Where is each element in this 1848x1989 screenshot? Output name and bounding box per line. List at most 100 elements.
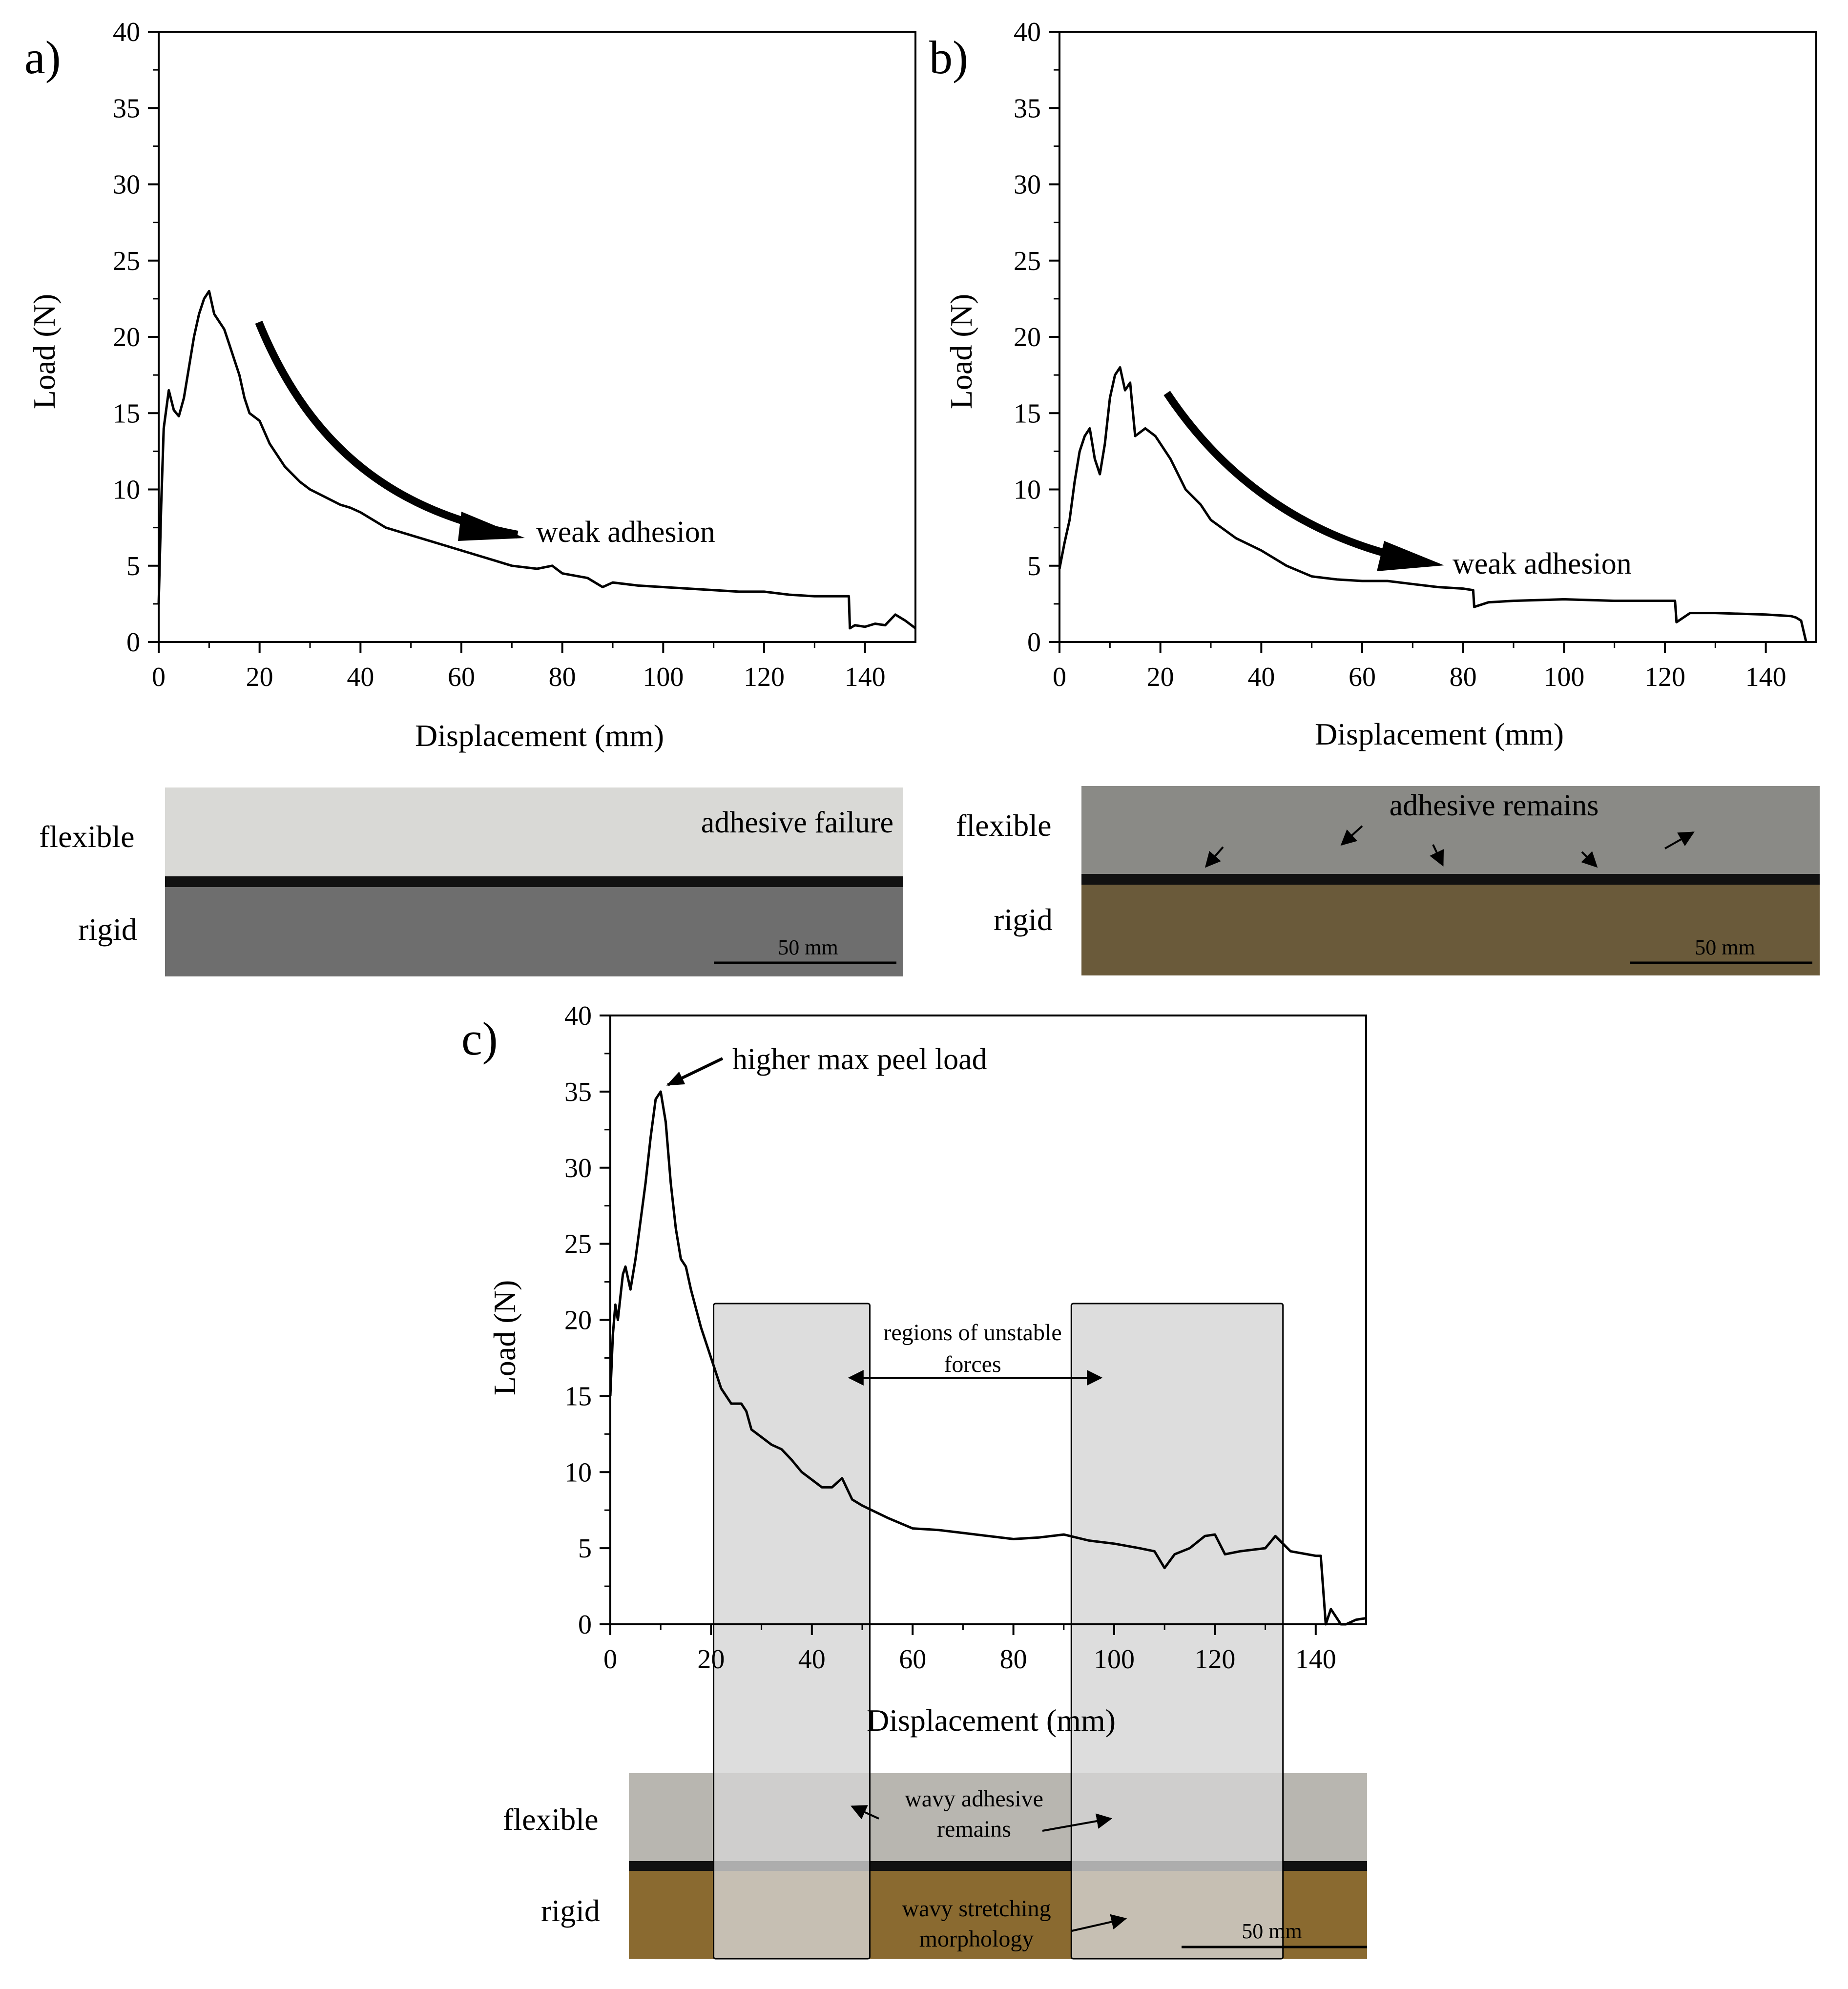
y-tick-label-b: 15 xyxy=(1014,398,1041,429)
y-tick-label-c: 35 xyxy=(564,1077,592,1107)
y-tick-label-a: 10 xyxy=(113,475,140,505)
annotation-regions-line-2: forces xyxy=(944,1351,1001,1377)
y-tick-label-a: 15 xyxy=(113,398,140,429)
trend-arrowhead-b xyxy=(1377,541,1444,571)
y-axis-title-b: Load (N) xyxy=(944,294,978,409)
x-tick-label-b: 20 xyxy=(1147,662,1174,692)
trend-arrow-b xyxy=(1163,391,1422,565)
y-tick-label-c: 30 xyxy=(564,1153,592,1183)
strip-c-rigid-label: rigid xyxy=(541,1893,600,1928)
y-tick-label-a: 30 xyxy=(113,170,140,200)
x-tick-label-a: 120 xyxy=(744,662,785,692)
x-tick-label-c: 100 xyxy=(1094,1644,1135,1675)
strip-c-note-1-line-2: remains xyxy=(937,1816,1011,1842)
y-tick-label-c: 20 xyxy=(564,1305,592,1336)
strip-a-note: adhesive failure xyxy=(701,806,893,839)
plot-b: 0 20 40 60 80 100 120 140 0 5 10 15 20 25 30 35 40 xyxy=(1014,17,1817,692)
panel-a: a) 0 20 40 60 80 100 120 140 0 5 10 15 20 25 30 35 40 Di… xyxy=(24,17,916,976)
plot-a: 0 20 40 60 80 100 120 140 0 5 10 15 20 25 30 35 40 xyxy=(113,17,916,692)
strip-c-pointer-3 xyxy=(1071,1914,1127,1932)
x-tick-label-a: 40 xyxy=(347,662,374,692)
x-tick-label-c: 20 xyxy=(697,1644,725,1675)
x-tick-label-c: 0 xyxy=(603,1644,617,1675)
x-tick-label-b: 140 xyxy=(1745,662,1786,692)
x-tick-label-c: 40 xyxy=(798,1644,826,1675)
y-tick-label-b: 40 xyxy=(1014,17,1041,47)
y-tick-label-c: 40 xyxy=(564,1001,592,1031)
plot-frame-b xyxy=(1059,31,1817,643)
shaded-region-2 xyxy=(1070,1303,1284,1960)
y-tick-label-a: 0 xyxy=(126,627,140,658)
x-axis-title-c: Displacement (mm) xyxy=(867,1703,1116,1738)
peak-pointer-arrow xyxy=(666,1057,724,1086)
x-tick-label-a: 100 xyxy=(643,662,684,692)
y-tick-label-b: 35 xyxy=(1014,93,1041,124)
x-tick-label-a: 140 xyxy=(845,662,886,692)
series-line-c xyxy=(609,1090,1367,1626)
strip-a-separator xyxy=(165,876,903,887)
strip-c-scale-label: 50 mm xyxy=(1242,1919,1302,1943)
x-axis-title-b: Displacement (mm) xyxy=(1315,717,1564,751)
y-tick-label-b: 20 xyxy=(1014,322,1041,352)
strip-b-pointer-arrows xyxy=(1204,825,1695,868)
y-tick-label-c: 10 xyxy=(564,1457,592,1488)
y-axis-title-a: Load (N) xyxy=(27,294,62,409)
strip-a-flexible-label: flexible xyxy=(39,819,134,854)
trend-arrow-a xyxy=(255,320,519,539)
y-tick-label-a: 35 xyxy=(113,93,140,124)
series-line-b xyxy=(1058,366,1807,642)
x-tick-label-a: 80 xyxy=(549,662,576,692)
strip-c-note-2-line-2: morphology xyxy=(919,1926,1034,1952)
x-tick-label-a: 60 xyxy=(448,662,475,692)
strip-a-flexible xyxy=(165,787,903,876)
strip-c-note-2-line-1: wavy stretching xyxy=(902,1896,1051,1922)
x-tick-label-a: 20 xyxy=(246,662,273,692)
trend-arrowhead-a xyxy=(458,512,525,541)
panel-c: c) 0 20 40 60 80 100 120 140 0 5 10 15 20 25 30 35 40 Di… xyxy=(461,1001,1367,1960)
x-tick-label-c: 80 xyxy=(1000,1644,1027,1675)
y-tick-label-c: 5 xyxy=(578,1533,592,1564)
y-tick-label-c: 25 xyxy=(564,1229,592,1260)
x-tick-label-c: 140 xyxy=(1295,1644,1336,1675)
annotation-regions-line-1: regions of unstable xyxy=(883,1320,1061,1346)
plot-c: 0 20 40 60 80 100 120 140 0 5 10 15 20 25 30 35 40 xyxy=(564,1001,1367,1960)
y-tick-label-a: 20 xyxy=(113,322,140,352)
y-tick-label-c: 15 xyxy=(564,1381,592,1411)
y-tick-label-a: 25 xyxy=(113,246,140,276)
x-tick-label-b: 40 xyxy=(1247,662,1275,692)
strip-b-scale-label: 50 mm xyxy=(1695,935,1755,959)
x-tick-label-b: 0 xyxy=(1053,662,1066,692)
annotation-higher-max-peel-load: higher max peel load xyxy=(732,1043,987,1076)
panel-b: b) 0 20 40 60 80 100 120 140 0 5 10 15 20 25 30 35 40 Di… xyxy=(929,17,1820,975)
y-tick-label-b: 25 xyxy=(1014,246,1041,276)
strip-b-separator xyxy=(1081,874,1820,885)
x-tick-label-a: 0 xyxy=(152,662,166,692)
strip-b-rigid xyxy=(1081,885,1820,975)
x-tick-label-b: 80 xyxy=(1450,662,1477,692)
strip-a-rigid-label: rigid xyxy=(78,912,137,947)
y-tick-label-a: 40 xyxy=(113,17,140,47)
x-tick-label-b: 60 xyxy=(1349,662,1376,692)
panel-label-b: b) xyxy=(929,31,968,83)
strip-b-flexible-label: flexible xyxy=(956,808,1051,843)
y-tick-label-c: 0 xyxy=(578,1610,592,1640)
panel-label-a: a) xyxy=(24,31,61,83)
y-tick-label-b: 0 xyxy=(1027,627,1041,658)
strip-c-flexible-label: flexible xyxy=(503,1802,598,1837)
y-tick-label-b: 10 xyxy=(1014,475,1041,505)
shaded-region-1 xyxy=(713,1303,871,1960)
strip-c-pointer-1 xyxy=(851,1805,879,1820)
x-axis-title-a: Displacement (mm) xyxy=(415,718,664,753)
strip-a-scale-label: 50 mm xyxy=(778,935,838,959)
y-tick-label-b: 5 xyxy=(1027,551,1041,581)
strip-c-pointer-2 xyxy=(1042,1813,1113,1832)
y-tick-label-b: 30 xyxy=(1014,170,1041,200)
annotation-weak-adhesion-b: weak adhesion xyxy=(1453,547,1632,580)
strip-c-note-1-line-1: wavy adhesive xyxy=(905,1786,1043,1812)
strip-b-rigid-label: rigid xyxy=(994,902,1053,937)
x-tick-label-c: 60 xyxy=(899,1644,926,1675)
y-tick-label-a: 5 xyxy=(126,551,140,581)
y-axis-title-c: Load (N) xyxy=(487,1280,522,1395)
strip-b-note: adhesive remains xyxy=(1390,789,1599,822)
